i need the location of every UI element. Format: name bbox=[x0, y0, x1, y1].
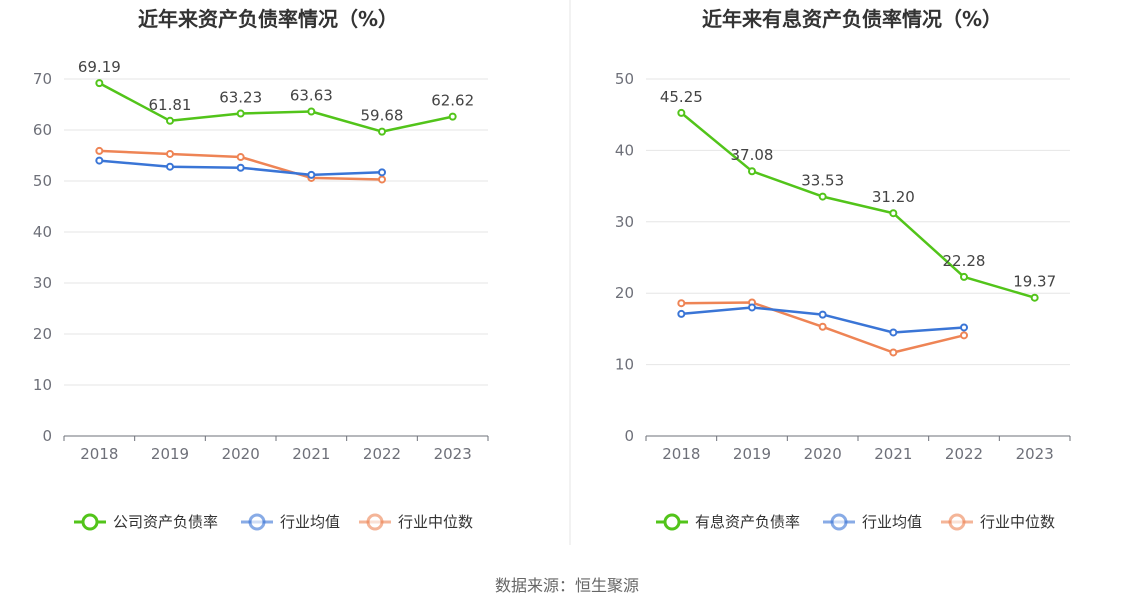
y-tick-label: 50 bbox=[615, 70, 634, 88]
legend-marker bbox=[948, 513, 966, 531]
data-point bbox=[677, 299, 686, 308]
series-line bbox=[680, 111, 1036, 299]
x-tick-label: 2018 bbox=[662, 445, 700, 463]
data-point bbox=[166, 149, 174, 158]
legend-marker bbox=[663, 513, 681, 531]
data-point bbox=[889, 348, 898, 357]
data-label: 45.25 bbox=[660, 88, 703, 106]
legend-marker bbox=[830, 513, 848, 531]
y-tick-label: 10 bbox=[33, 376, 52, 394]
legend-marker bbox=[81, 513, 99, 531]
data-label: 63.23 bbox=[219, 89, 262, 107]
x-tick-label: 2019 bbox=[733, 445, 771, 463]
data-point bbox=[448, 112, 457, 121]
data-point bbox=[1030, 293, 1039, 302]
data-label: 33.53 bbox=[801, 172, 844, 190]
y-tick-label: 60 bbox=[33, 121, 52, 139]
data-point bbox=[677, 309, 686, 318]
data-point bbox=[307, 170, 316, 179]
data-label: 63.63 bbox=[290, 86, 333, 104]
data-point bbox=[236, 163, 245, 172]
x-tick-label: 2023 bbox=[434, 445, 472, 463]
data-label: 37.08 bbox=[731, 146, 774, 164]
legend-label: 有息资产负债率 bbox=[695, 513, 800, 531]
data-point bbox=[166, 116, 174, 125]
y-tick-label: 30 bbox=[615, 213, 634, 231]
legend-marker bbox=[366, 513, 384, 531]
data-point bbox=[960, 272, 968, 281]
data-point bbox=[236, 109, 245, 118]
data-point bbox=[818, 322, 827, 331]
data-point bbox=[677, 108, 686, 117]
x-tick-label: 2022 bbox=[363, 445, 401, 463]
y-tick-label: 40 bbox=[33, 223, 52, 241]
data-label: 59.68 bbox=[361, 107, 404, 125]
legend-marker bbox=[248, 513, 266, 531]
y-tick-label: 70 bbox=[33, 70, 52, 88]
y-tick-label: 30 bbox=[33, 274, 52, 292]
legend-label: 行业均值 bbox=[862, 513, 922, 531]
data-point bbox=[95, 156, 104, 165]
data-point bbox=[960, 323, 968, 332]
chart-title: 近年来资产负债率情况（%） bbox=[138, 7, 398, 31]
x-tick-label: 2021 bbox=[874, 445, 912, 463]
chart-title: 近年来有息资产负债率情况（%） bbox=[702, 7, 1002, 31]
data-point bbox=[889, 209, 898, 218]
legend-label: 行业中位数 bbox=[398, 513, 473, 531]
legend-label: 行业均值 bbox=[280, 513, 340, 531]
data-point bbox=[960, 331, 968, 340]
x-tick-label: 2023 bbox=[1016, 445, 1054, 463]
y-tick-label: 10 bbox=[615, 356, 634, 374]
data-point bbox=[818, 192, 827, 201]
data-point bbox=[378, 127, 386, 136]
data-point bbox=[236, 153, 245, 162]
y-tick-label: 40 bbox=[615, 141, 634, 159]
x-tick-label: 2020 bbox=[804, 445, 842, 463]
chart-debt-ratio: 近年来资产负债率情况（%） 0 10 20 30 40 50 60 70 2018 2019 2020… bbox=[33, 7, 489, 531]
x-tick-label: 2018 bbox=[80, 445, 118, 463]
data-source: 数据来源：恒生聚源 bbox=[494, 576, 639, 595]
x-tick-label: 2019 bbox=[151, 445, 189, 463]
data-point bbox=[166, 162, 174, 171]
data-point bbox=[378, 175, 386, 184]
data-point bbox=[95, 79, 104, 88]
data-label: 31.20 bbox=[872, 188, 915, 206]
data-label: 69.19 bbox=[78, 58, 121, 76]
y-tick-label: 50 bbox=[33, 172, 52, 190]
data-point bbox=[748, 167, 756, 176]
data-point bbox=[378, 168, 386, 177]
y-tick-label: 20 bbox=[33, 325, 52, 343]
x-tick-label: 2022 bbox=[945, 445, 983, 463]
chart-interest-debt-ratio: 近年来有息资产负债率情况（%） 0 10 20 30 40 50 2018 2019 2020 20… bbox=[615, 7, 1071, 531]
data-label: 19.37 bbox=[1013, 273, 1056, 291]
series-line bbox=[98, 81, 453, 133]
data-point bbox=[748, 303, 756, 312]
y-tick-label: 20 bbox=[615, 284, 634, 302]
data-label: 61.81 bbox=[149, 96, 192, 114]
x-tick-label: 2020 bbox=[222, 445, 260, 463]
data-point bbox=[818, 310, 827, 319]
y-tick-label: 0 bbox=[624, 427, 634, 445]
legend-label: 行业中位数 bbox=[980, 513, 1055, 531]
data-point bbox=[95, 146, 104, 155]
data-label: 62.62 bbox=[431, 92, 474, 110]
data-point bbox=[889, 328, 898, 337]
x-tick-label: 2021 bbox=[292, 445, 330, 463]
legend-label: 公司资产负债率 bbox=[113, 513, 218, 531]
data-point bbox=[307, 107, 316, 116]
data-label: 22.28 bbox=[943, 252, 986, 270]
y-tick-label: 0 bbox=[42, 427, 52, 445]
